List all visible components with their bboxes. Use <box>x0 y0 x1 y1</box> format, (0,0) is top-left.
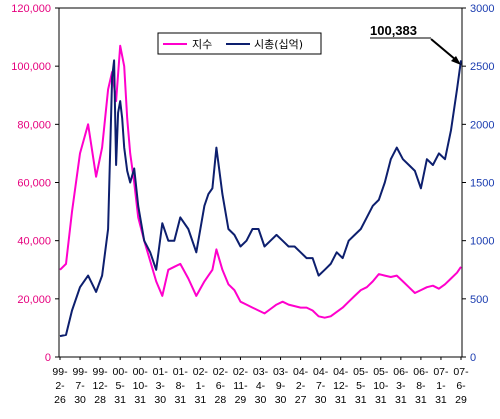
x-tick-label: 06-8-31 <box>413 366 429 406</box>
annotation-arrow <box>430 38 457 61</box>
left-tick-label: 40,000 <box>17 236 51 248</box>
legend: 지수 시총(십억) <box>157 32 322 55</box>
x-tick-label: 04-7-30 <box>313 366 329 406</box>
left-tick-label: 20,000 <box>17 294 51 306</box>
right-axis: 0 500 1000 1500 2000 2500 3000 <box>462 3 494 364</box>
x-axis: 99-2-2699-7-3099-12-2800-5-3100-10-3101-… <box>52 357 469 406</box>
annotation-label: 100,383 <box>370 23 417 38</box>
x-tick-label: 02-6-28 <box>213 366 229 406</box>
x-tick-label: 01-3-30 <box>153 366 169 406</box>
x-tick-label: 02-11-29 <box>233 366 249 406</box>
legend-label-index: 지수 <box>192 38 212 51</box>
x-tick-label: 00-5-31 <box>113 366 129 406</box>
series-lines <box>59 44 462 338</box>
x-tick-label: 04-12-31 <box>333 366 349 406</box>
x-tick-label: 07-1-31 <box>433 366 449 406</box>
x-tick-label: 00-10-31 <box>133 366 149 406</box>
legend-label-marketcap: 시총(십억) <box>254 38 303 51</box>
x-tick-label: 04-2-27 <box>293 366 309 406</box>
left-tick-label: 0 <box>45 352 51 364</box>
left-tick-label: 60,000 <box>17 178 51 190</box>
series-line-index <box>59 44 462 319</box>
right-tick-label: 1000 <box>470 236 494 248</box>
x-tick-label: 07-6-29 <box>453 366 469 406</box>
plot-area <box>58 7 463 358</box>
right-tick-label: 3000 <box>470 3 494 15</box>
annotation: 100,383 <box>370 23 461 65</box>
annotation-arrowhead <box>451 56 461 65</box>
x-tick-label: 03-9-30 <box>273 366 289 406</box>
x-tick-label: 01-8-31 <box>173 366 189 406</box>
x-tick-label: 99-2-26 <box>52 366 68 406</box>
left-axis: 0 20,000 40,000 60,000 80,000 100,000 120,000 <box>11 3 59 364</box>
right-tick-label: 2000 <box>470 119 494 131</box>
series-line-marketcap <box>59 59 462 338</box>
x-tick-label: 03-4-30 <box>253 366 269 406</box>
right-tick-label: 1500 <box>470 178 494 190</box>
x-tick-label: 99-7-30 <box>72 366 88 406</box>
x-tick-label: 05-10-31 <box>373 366 389 406</box>
right-tick-label: 0 <box>470 352 476 364</box>
left-tick-label: 120,000 <box>11 3 51 15</box>
left-tick-label: 100,000 <box>11 61 51 73</box>
right-tick-label: 500 <box>470 294 488 306</box>
right-tick-label: 2500 <box>470 61 494 73</box>
x-tick-label: 05-5-31 <box>353 366 369 406</box>
left-tick-label: 80,000 <box>17 119 51 131</box>
x-tick-label: 06-3-31 <box>393 366 409 406</box>
x-tick-label: 99-12-28 <box>93 366 109 406</box>
x-tick-label: 02-1-31 <box>193 366 209 406</box>
